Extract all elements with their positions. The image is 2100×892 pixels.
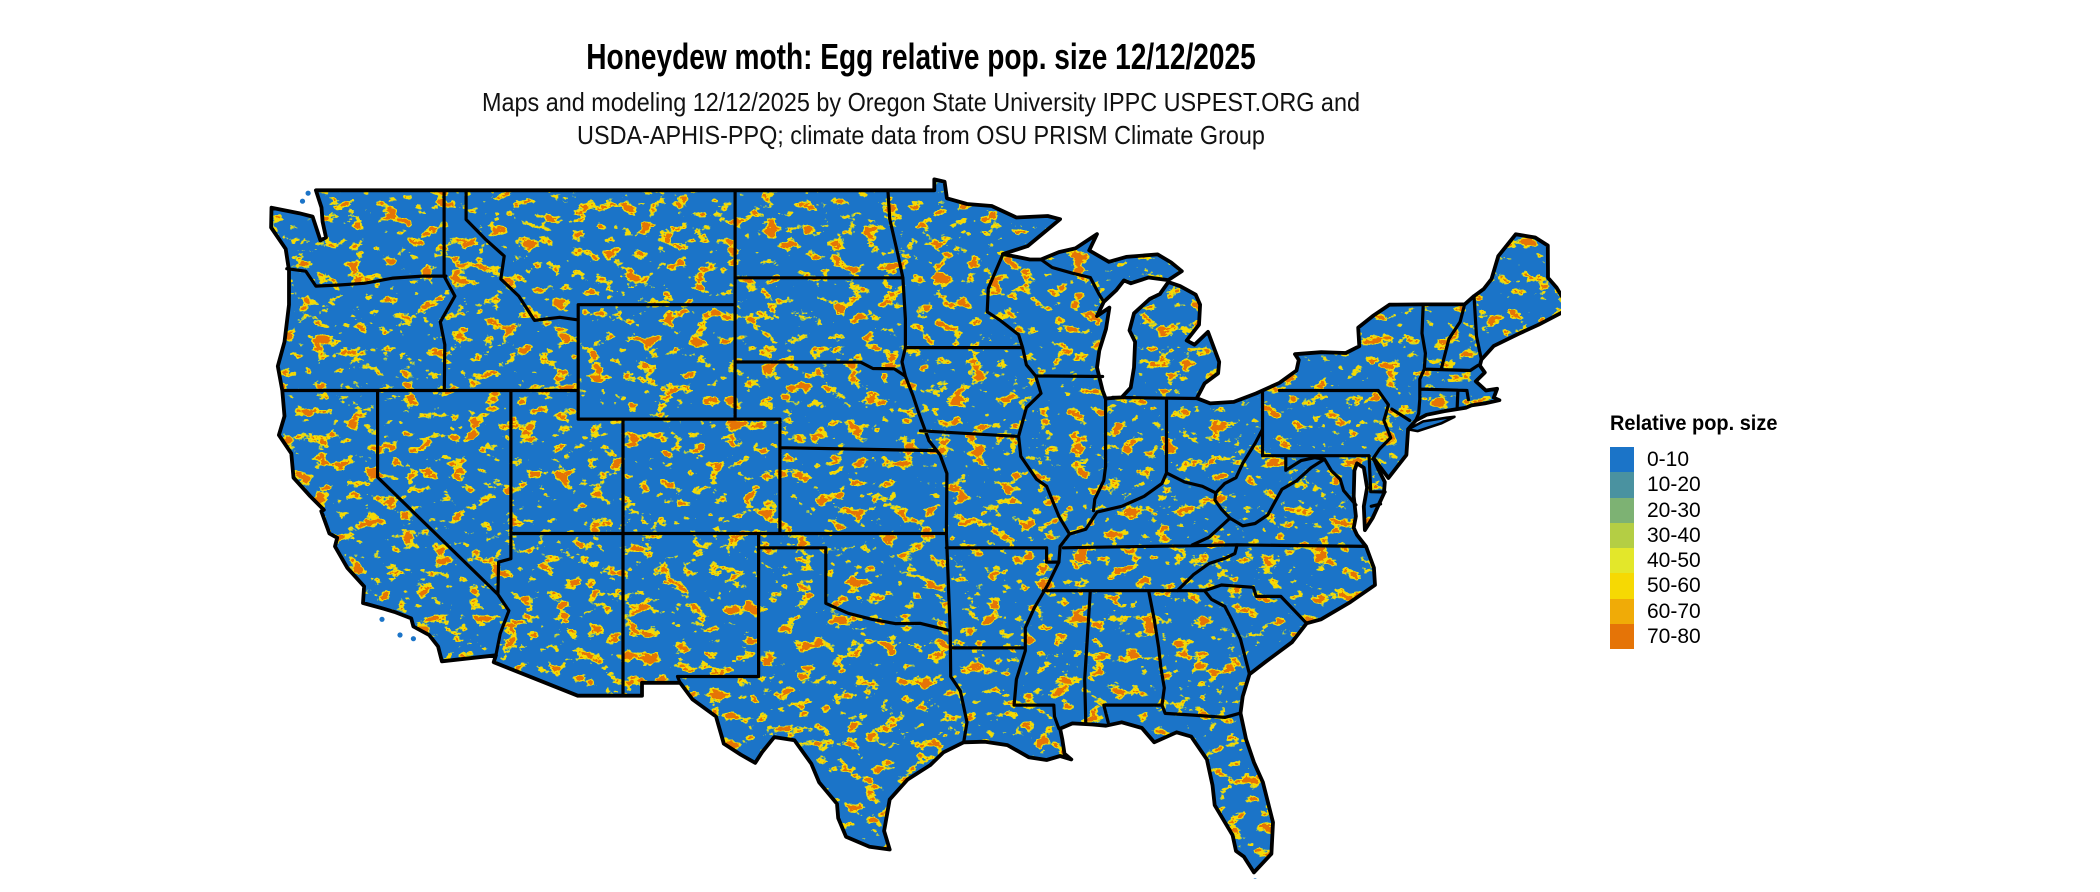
page-subtitle: Maps and modeling 12/12/2025 by Oregon S… bbox=[0, 86, 1842, 152]
legend-entry-30-40: 30-40 bbox=[1610, 522, 1786, 549]
page-title: Honeydew moth: Egg relative pop. size 12… bbox=[586, 36, 1256, 77]
legend-label-20-30: 20-30 bbox=[1647, 498, 1701, 522]
islet-dot bbox=[410, 636, 416, 642]
legend-label-10-20: 10-20 bbox=[1647, 473, 1701, 497]
legend-swatch-70-80 bbox=[1610, 624, 1634, 650]
legend-entry-10-20: 10-20 bbox=[1610, 472, 1786, 498]
legend-swatch-30-40 bbox=[1610, 522, 1634, 549]
legend-entries: 0-10 10-20 20-30 30-40 40-50 50-60 60-70 70-80 bbox=[1610, 447, 1786, 650]
legend-entry-50-60: 50-60 bbox=[1610, 573, 1786, 599]
islet-dot bbox=[299, 198, 306, 204]
legend-swatch-10-20 bbox=[1610, 472, 1634, 498]
islet-dot bbox=[379, 616, 385, 622]
legend-label-70-80: 70-80 bbox=[1647, 625, 1701, 649]
long-island bbox=[1406, 415, 1456, 433]
legend-entry-70-80: 70-80 bbox=[1610, 624, 1786, 650]
subtitle-line-2: USDA-APHIS-PPQ; climate data from OSU PR… bbox=[577, 120, 1265, 150]
legend-entry-60-70: 60-70 bbox=[1610, 598, 1786, 625]
us-coastline-outline bbox=[269, 177, 1568, 875]
us-map-container bbox=[261, 176, 1568, 891]
legend-swatch-0-10 bbox=[1610, 447, 1634, 473]
subtitle-line-1: Maps and modeling 12/12/2025 by Oregon S… bbox=[482, 87, 1360, 117]
us-map bbox=[269, 177, 1568, 891]
header: Honeydew moth: Egg relative pop. size 12… bbox=[0, 36, 1842, 78]
islet-dot bbox=[1252, 878, 1258, 884]
legend-title: Relative pop. size bbox=[1610, 412, 1778, 435]
legend-swatch-60-70 bbox=[1610, 598, 1634, 625]
legend-entry-20-30: 20-30 bbox=[1610, 497, 1786, 523]
legend-swatch-20-30 bbox=[1610, 497, 1634, 523]
legend-swatch-50-60 bbox=[1610, 573, 1634, 599]
legend-label-50-60: 50-60 bbox=[1647, 574, 1701, 598]
legend-label-30-40: 30-40 bbox=[1647, 523, 1701, 547]
legend-label-60-70: 60-70 bbox=[1647, 599, 1701, 623]
islet-dot bbox=[305, 190, 311, 196]
islet-dot bbox=[397, 632, 403, 638]
legend-label-0-10: 0-10 bbox=[1647, 448, 1690, 471]
legend-entry-40-50: 40-50 bbox=[1610, 548, 1786, 574]
state-borders bbox=[280, 188, 1483, 744]
legend-entry-0-10: 0-10 bbox=[1610, 447, 1786, 473]
legend-swatch-40-50 bbox=[1610, 548, 1634, 574]
legend: Relative pop. size 0-10 10-20 20-30 30-40 40… bbox=[1610, 412, 1786, 650]
legend-label-40-50: 40-50 bbox=[1647, 549, 1701, 573]
